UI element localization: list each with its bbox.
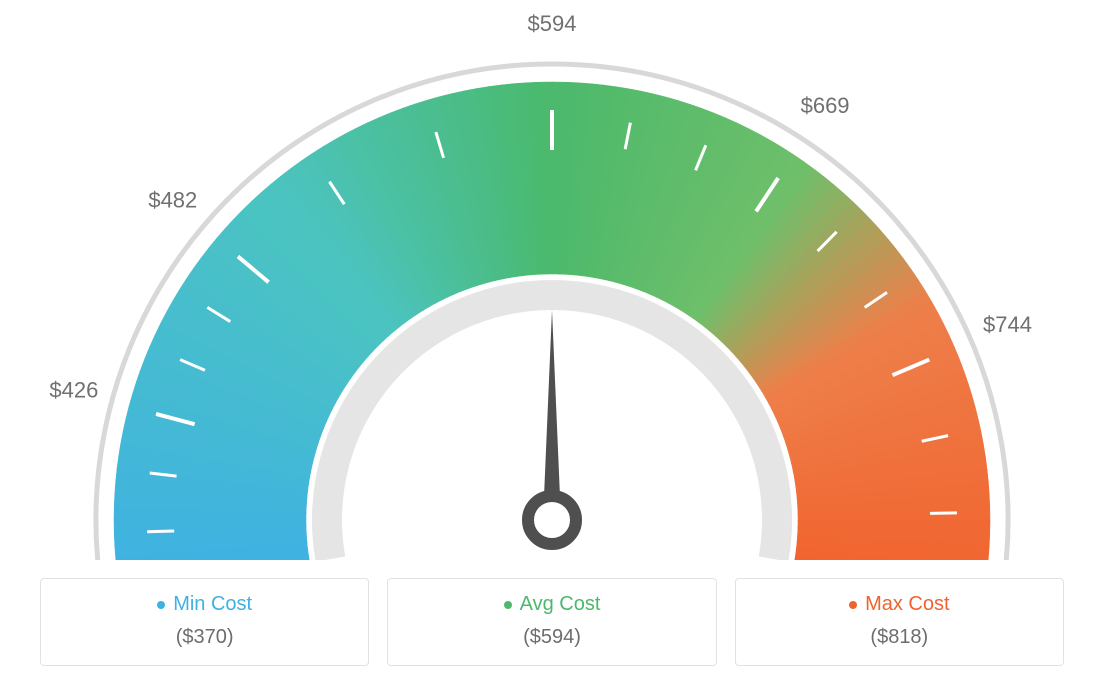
- legend-card-min: Min Cost ($370): [40, 578, 369, 666]
- legend-dot-avg: [504, 601, 512, 609]
- gauge-tick-label: $594: [528, 11, 577, 36]
- legend-row: Min Cost ($370) Avg Cost ($594) Max Cost…: [40, 578, 1064, 666]
- gauge-tick-label: $482: [148, 188, 197, 213]
- legend-title-avg: Avg Cost: [520, 593, 601, 616]
- legend-title-max: Max Cost: [865, 593, 949, 616]
- legend-dot-min: [157, 601, 165, 609]
- legend-value-max: ($818): [746, 626, 1053, 649]
- legend-value-avg: ($594): [398, 626, 705, 649]
- gauge-tick-label: $426: [49, 378, 98, 403]
- gauge-tick-label: $744: [983, 312, 1032, 337]
- legend-title-min: Min Cost: [173, 593, 252, 616]
- legend-dot-max: [849, 601, 857, 609]
- legend-value-min: ($370): [51, 626, 358, 649]
- gauge-needle: [528, 310, 576, 544]
- legend-card-avg: Avg Cost ($594): [387, 578, 716, 666]
- legend-card-max: Max Cost ($818): [735, 578, 1064, 666]
- gauge-tick-label: $669: [801, 93, 850, 118]
- gauge-chart: $370$426$482$594$669$744$818: [0, 0, 1104, 560]
